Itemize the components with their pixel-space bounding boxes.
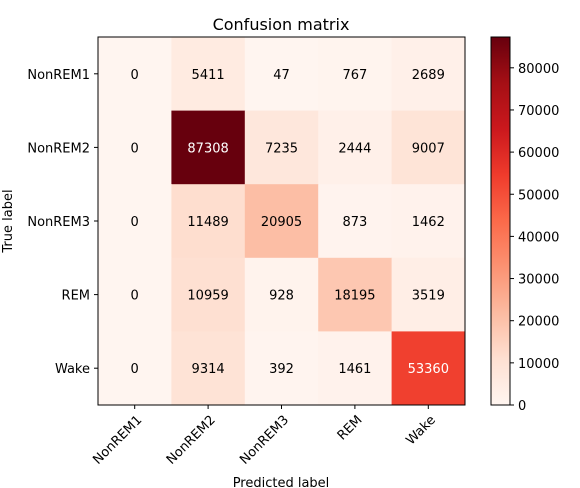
colorbar: [490, 36, 511, 406]
heatmap-cell: [391, 110, 466, 185]
heatmap-cell: [98, 331, 172, 406]
heatmap-cell: [171, 110, 246, 185]
colorbar-tick-label: 30000: [518, 273, 559, 288]
x-axis-ticks: NonREM1 NonREM2 NonREM3 REM Wake: [90, 405, 439, 468]
cell-value-label: 392: [269, 362, 294, 377]
colorbar-tick-label: 50000: [518, 188, 559, 203]
heatmap-cell: [391, 257, 466, 332]
cell-value-label: 0: [131, 362, 139, 377]
cell-value-label: 7235: [265, 141, 298, 156]
y-tick-label: REM: [62, 289, 90, 304]
heatmap-cells: 0 5411 47 767 2689 0 87308 7235 2444 9007 0 11489 20…: [98, 37, 466, 406]
cell-value-label: 873: [342, 215, 367, 230]
y-axis-ticks: NonREM1 NonREM2 NonREM3 REM Wake: [27, 68, 98, 377]
heatmap-cell: [318, 184, 393, 259]
heatmap-cell: [244, 37, 319, 112]
cell-value-label: 767: [342, 68, 367, 83]
heatmap-cell: [171, 184, 246, 259]
cell-value-label: 0: [131, 289, 139, 304]
heatmap-cell: [244, 184, 319, 259]
heatmap-cell: [98, 257, 172, 332]
cell-value-label: 2444: [338, 141, 371, 156]
cell-value-label: 0: [131, 68, 139, 83]
y-axis-label: True label: [1, 189, 16, 253]
cell-value-label: 1461: [338, 362, 371, 377]
colorbar-tick-label: 10000: [518, 357, 559, 372]
cell-value-label: 0: [131, 215, 139, 230]
x-tick-label: NonREM3: [237, 413, 292, 468]
colorbar-tick-label: 60000: [518, 146, 559, 161]
cell-value-label: 18195: [334, 289, 375, 304]
colorbar-tick-label: 70000: [518, 104, 559, 119]
cell-value-label: 5411: [192, 68, 225, 83]
cell-value-label: 53360: [408, 362, 449, 377]
colorbar-ticks: 0 10000 20000 30000 40000 50000 60000 70000 8000…: [510, 62, 559, 414]
cell-value-label: 87308: [187, 141, 228, 156]
cell-value-label: 9007: [412, 141, 445, 156]
y-tick-label: NonREM2: [27, 141, 90, 156]
cell-value-label: 928: [269, 289, 294, 304]
x-axis-label: Predicted label: [233, 476, 330, 488]
heatmap-cell: [171, 257, 246, 332]
heatmap-cell: [98, 184, 172, 259]
colorbar-tick-label: 0: [518, 399, 526, 414]
heatmap-cell: [391, 37, 466, 112]
y-tick-label: NonREM1: [27, 68, 90, 83]
x-tick-label: NonREM1: [90, 413, 145, 468]
cell-value-label: 3519: [412, 289, 445, 304]
cell-value-label: 9314: [192, 362, 225, 377]
chart-title: Confusion matrix: [213, 15, 350, 34]
x-tick-label: NonREM2: [164, 413, 219, 468]
heatmap-cell: [98, 37, 172, 112]
x-tick-label: Wake: [404, 413, 439, 448]
heatmap-cell: [244, 331, 319, 406]
heatmap-cell: [318, 331, 393, 406]
colorbar-tick-label: 20000: [518, 315, 559, 330]
heatmap-cell: [318, 110, 393, 185]
cell-value-label: 0: [131, 141, 139, 156]
heatmap-cell: [391, 184, 466, 259]
cell-value-label: 20905: [261, 215, 302, 230]
cell-value-label: 47: [273, 68, 290, 83]
heatmap-cell: [318, 257, 393, 332]
colorbar-tick-label: 40000: [518, 230, 559, 245]
cell-value-label: 10959: [187, 289, 228, 304]
y-tick-label: NonREM3: [27, 215, 90, 230]
cell-value-label: 11489: [187, 215, 228, 230]
x-tick-label: REM: [335, 413, 366, 444]
cell-value-label: 1462: [412, 215, 445, 230]
heatmap-cell: [244, 257, 319, 332]
heatmap-cell: [244, 110, 319, 185]
heatmap-cell: [318, 37, 393, 112]
y-tick-label: Wake: [55, 362, 90, 377]
colorbar-tick-label: 80000: [518, 62, 559, 77]
heatmap-cell: [98, 110, 172, 185]
heatmap-cell: [171, 37, 246, 112]
heatmap-cell: [391, 331, 466, 406]
heatmap-cell: [171, 331, 246, 406]
cell-value-label: 2689: [412, 68, 445, 83]
